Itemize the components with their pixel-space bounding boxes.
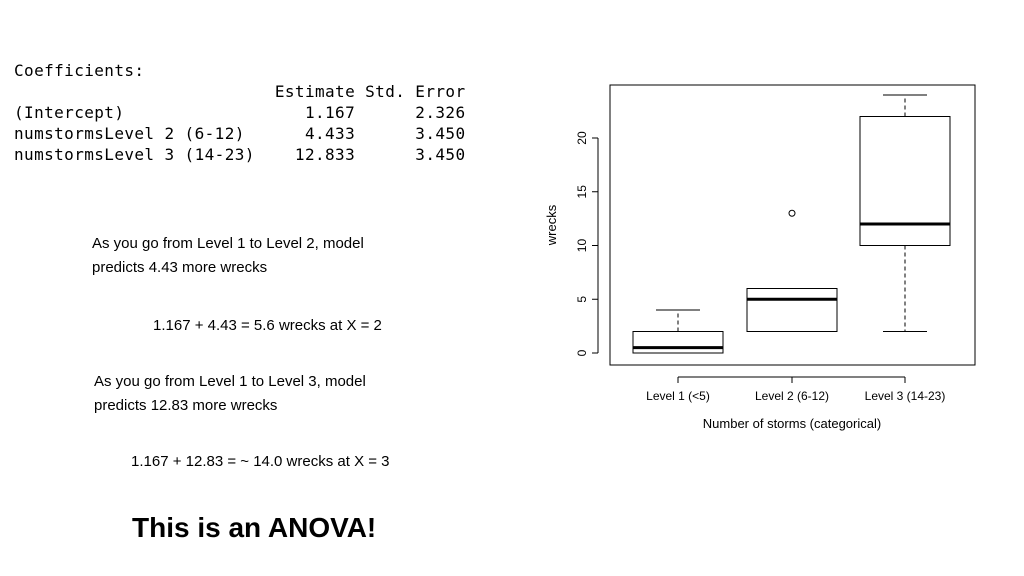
y-tick-label: 5 — [575, 296, 589, 303]
coefficient-row: numstormsLevel 2 (6-12) 4.433 3.450 — [14, 124, 466, 143]
level3-explanation: As you go from Level 1 to Level 3, model… — [94, 370, 366, 418]
x-axis-label: Number of storms (categorical) — [703, 416, 881, 431]
level2-explanation: As you go from Level 1 to Level 2, model… — [92, 232, 364, 280]
level3-text-line: As you go from Level 1 to Level 3, model — [94, 373, 366, 390]
box — [746, 288, 838, 332]
coefficient-row: numstormsLevel 3 (14-23) 12.833 3.450 — [14, 145, 466, 164]
y-tick-label: 0 — [575, 349, 589, 356]
x-tick-label: Level 2 (6-12) — [755, 389, 829, 403]
box — [632, 331, 724, 354]
coefficients-table: Coefficients: Estimate Std. Error (Inter… — [14, 60, 465, 165]
level2-text-line: predicts 4.43 more wrecks — [92, 259, 268, 276]
level3-calculation: 1.167 + 12.83 = ~ 14.0 wrecks at X = 3 — [131, 453, 390, 470]
coefficient-row: (Intercept) 1.167 2.326 — [14, 103, 466, 122]
x-tick-label: Level 3 (14-23) — [865, 389, 946, 403]
y-tick-label: 10 — [575, 239, 589, 253]
coefficients-title: Coefficients: — [14, 61, 145, 80]
x-tick-label: Level 1 (<5) — [646, 389, 710, 403]
level2-text-line: As you go from Level 1 to Level 2, model — [92, 235, 364, 252]
level3-text-line: predicts 12.83 more wrecks — [94, 397, 278, 414]
coefficients-header: Estimate Std. Error — [14, 82, 466, 101]
outlier-point — [788, 209, 796, 217]
level2-calculation: 1.167 + 4.43 = 5.6 wrecks at X = 2 — [153, 317, 382, 334]
y-axis-label: wrecks — [544, 204, 559, 246]
box — [859, 116, 951, 246]
y-tick-label: 15 — [575, 185, 589, 199]
plot-frame — [609, 84, 976, 366]
anova-headline: This is an ANOVA! — [132, 512, 377, 543]
y-tick-label: 20 — [575, 131, 589, 145]
